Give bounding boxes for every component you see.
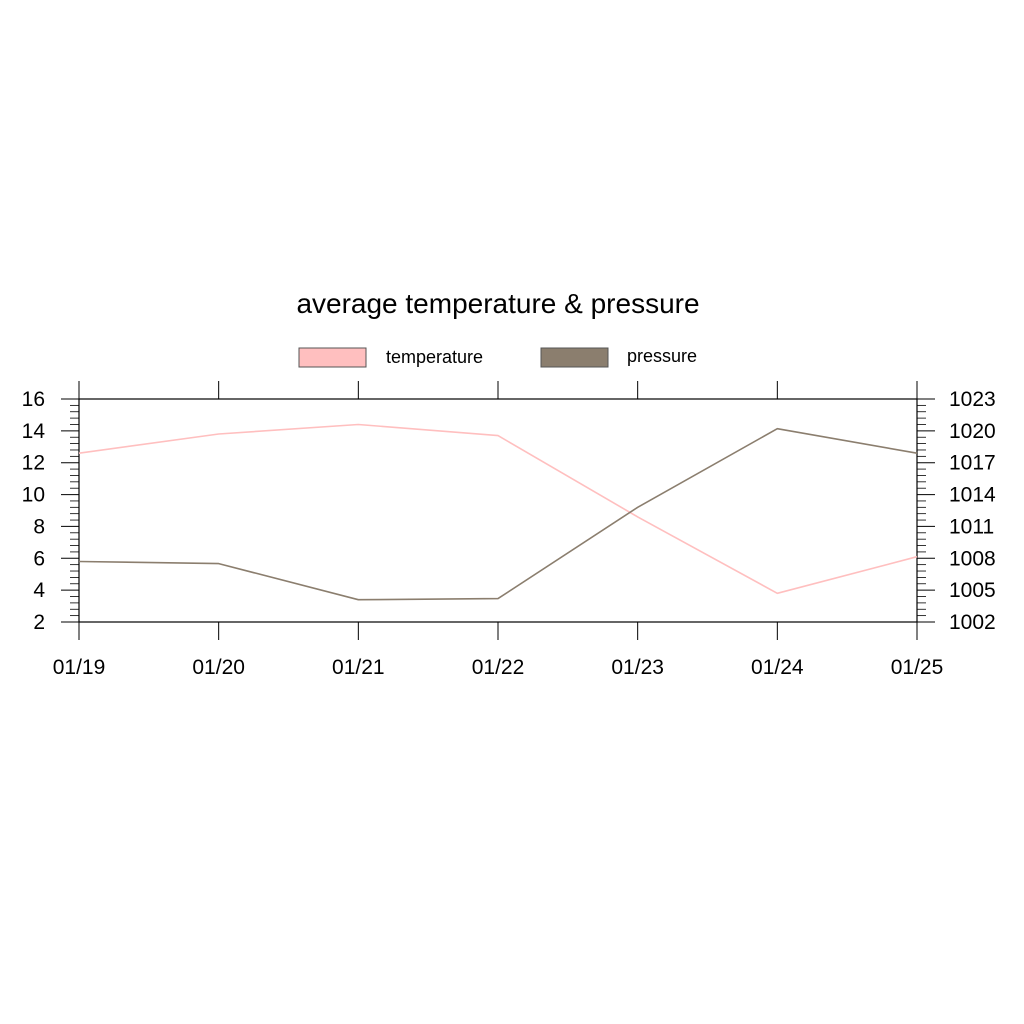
- left-axis-tick-label: 8: [33, 515, 45, 538]
- right-axis-tick-label: 1002: [949, 611, 996, 634]
- x-tick-label: 01/19: [53, 656, 106, 679]
- x-tick-label: 01/21: [332, 656, 385, 679]
- left-axis-tick-label: 16: [22, 388, 45, 411]
- x-tick-label: 01/25: [891, 656, 944, 679]
- chart-title: average temperature & pressure: [296, 288, 699, 319]
- legend-swatch-temperature: [298, 347, 367, 368]
- left-axis-tick-label: 10: [22, 484, 45, 507]
- right-axis-tick-label: 1008: [949, 547, 996, 570]
- legend-label-pressure: pressure: [627, 346, 697, 366]
- x-tick-label: 01/24: [751, 656, 804, 679]
- right-axis-tick-label: 1017: [949, 452, 996, 475]
- right-axis-tick-label: 1005: [949, 579, 996, 602]
- axes-layer: 01/19 01/20 01/21 01/22 01/23 01/24 01/25 2 4 6 8 1…: [22, 381, 996, 679]
- left-axis-tick-label: 2: [33, 611, 45, 634]
- x-tick-label: 01/23: [611, 656, 664, 679]
- right-axis-tick-label: 1014: [949, 484, 996, 507]
- left-axis-tick-label: 4: [33, 579, 45, 602]
- x-tick-label: 01/22: [472, 656, 525, 679]
- left-axis-tick-label: 14: [22, 420, 46, 443]
- right-axis-tick-label: 1023: [949, 388, 996, 411]
- temperature-series-line: [78, 423, 918, 595]
- pressure-series-line: [78, 427, 918, 601]
- plot-frame: [78, 398, 918, 623]
- right-axis-tick-label: 1020: [949, 420, 996, 443]
- series-layer: [78, 423, 918, 601]
- x-tick-label: 01/20: [192, 656, 245, 679]
- legend-label-temperature: temperature: [386, 347, 483, 367]
- legend: temperature pressure: [298, 346, 697, 368]
- legend-swatch-pressure: [540, 347, 609, 368]
- right-axis-tick-label: 1011: [949, 515, 994, 538]
- left-axis-tick-label: 6: [33, 547, 45, 570]
- left-axis-tick-label: 12: [22, 452, 45, 475]
